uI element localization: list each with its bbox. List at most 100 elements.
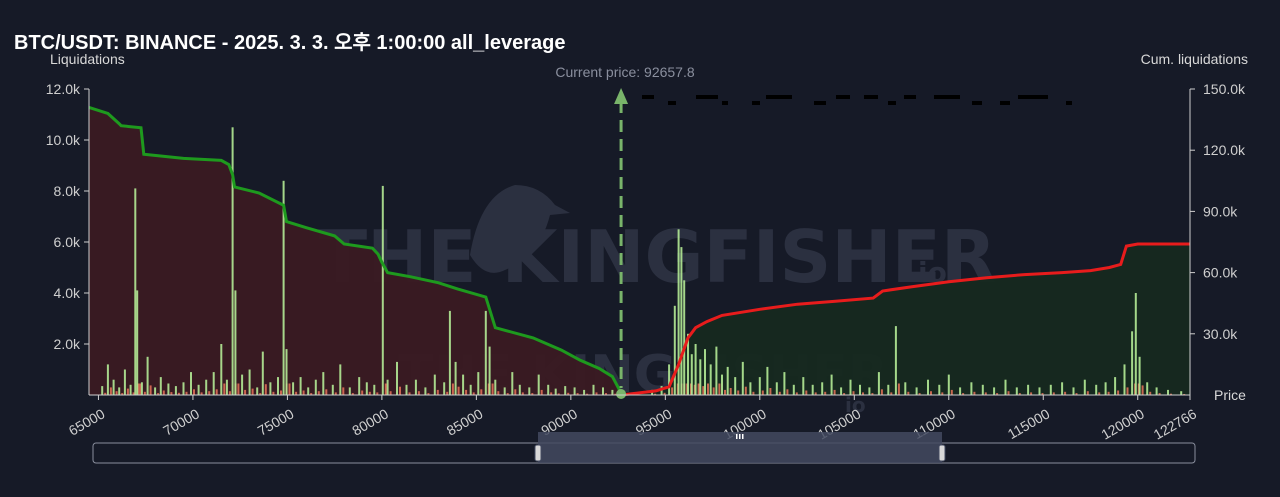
liquidation-bar-secondary <box>115 391 118 395</box>
liquidation-bar <box>381 185 384 395</box>
liquidation-bar-secondary <box>264 384 267 395</box>
liquidation-bar-secondary <box>361 390 364 395</box>
liquidation-bar-secondary <box>200 392 203 395</box>
liquidation-bar <box>677 229 680 396</box>
liquidation-bar-secondary <box>930 391 932 395</box>
liquidation-bar <box>146 356 149 396</box>
liquidation-bar-secondary <box>1007 391 1010 395</box>
y-tick-label: 12.0k <box>46 81 81 97</box>
liquidation-bar-secondary <box>557 393 560 395</box>
liquidation-bar <box>358 377 361 395</box>
liquidation-bar <box>775 382 778 396</box>
liquidation-bar <box>915 387 918 395</box>
liquidation-bar <box>758 377 761 395</box>
liquidation-bar-secondary <box>550 392 553 395</box>
left-axis-title: Liquidations <box>50 51 125 67</box>
liquidation-bar-secondary <box>1086 391 1089 395</box>
liquidation-bar-secondary <box>605 393 607 395</box>
liquidation-bar <box>112 379 115 395</box>
liquidation-bar <box>518 384 521 395</box>
liquidation-bar <box>741 361 744 395</box>
liquidation-bar-secondary <box>208 391 211 395</box>
liquidation-bar-secondary <box>890 392 893 395</box>
liquidation-bar <box>396 361 398 395</box>
liquidation-bar <box>547 384 550 395</box>
liquidation-bar-secondary <box>1064 391 1067 395</box>
liquidation-bar-secondary <box>506 393 509 395</box>
liquidation-bar <box>830 374 833 395</box>
liquidation-bar-secondary <box>185 391 188 395</box>
liquidation-bar <box>766 366 769 395</box>
liquidation-bar <box>887 384 890 395</box>
liquidation-bar-secondary <box>193 389 195 395</box>
liquidation-bar-secondary <box>237 383 240 395</box>
liquidation-bar-secondary <box>317 391 320 395</box>
liquidation-bar <box>802 377 805 395</box>
liquidation-bar-secondary <box>137 383 140 395</box>
liquidation-bar <box>1095 384 1098 395</box>
liquidation-bar-secondary <box>540 389 543 395</box>
liquidation-bar <box>690 354 693 395</box>
liquidation-bar <box>331 384 334 395</box>
liquidation-bar <box>225 379 228 395</box>
y2-tick-label: 120.0k <box>1203 142 1246 158</box>
liquidation-bar <box>154 387 157 395</box>
liquidation-bar <box>159 377 162 395</box>
liquidation-bar <box>947 374 950 395</box>
liquidation-bar-secondary <box>368 391 371 395</box>
y2-tick-label: 150.0k <box>1203 81 1246 97</box>
liquidation-bar-secondary <box>950 389 953 395</box>
liquidation-bar-secondary <box>1158 393 1161 395</box>
liquidation-bar <box>592 384 595 395</box>
liquidation-bar <box>488 346 491 395</box>
liquidation-bar-secondary <box>177 392 180 395</box>
liquidation-bar <box>792 384 795 395</box>
liquidation-bar <box>256 387 259 395</box>
liquidation-bar-secondary <box>724 389 726 395</box>
liquidation-bar <box>1038 387 1041 395</box>
range-slider[interactable] <box>92 432 1196 464</box>
liquidation-bar <box>123 369 126 395</box>
range-slider-grip-icon[interactable] <box>736 434 744 439</box>
range-slider-left-handle[interactable] <box>534 444 542 462</box>
liquidation-bar-secondary <box>778 391 781 395</box>
liquidation-bar-secondary <box>671 387 674 395</box>
liquidation-bar-secondary <box>302 390 305 395</box>
liquidation-bar-secondary <box>491 383 494 395</box>
current-price-label: Current price: 92657.8 <box>555 64 695 80</box>
liquidation-bar-secondary <box>996 393 999 395</box>
liquidation-bar-secondary <box>1075 393 1078 395</box>
liquidation-bar <box>715 346 718 395</box>
liquidation-bar-secondary <box>427 393 430 395</box>
liquidation-bar <box>583 389 586 395</box>
short-cumulative-line <box>620 242 1190 397</box>
liquidation-bar-secondary <box>654 393 657 395</box>
liquidation-bar <box>1114 377 1117 395</box>
long-cumulative-line <box>88 105 623 394</box>
range-slider-right-handle[interactable] <box>938 444 946 462</box>
liquidation-bar-secondary <box>280 390 282 395</box>
liquidation-bar-secondary <box>121 393 124 395</box>
liquidation-bar <box>673 305 676 396</box>
liquidation-bar-secondary <box>697 383 700 395</box>
liquidation-bar-secondary <box>1117 390 1120 395</box>
liquidation-bar-secondary <box>614 393 617 395</box>
liquidation-bar <box>231 127 234 396</box>
y2-tick-label: 90.0k <box>1203 203 1238 219</box>
liquidation-bar <box>140 382 143 396</box>
liquidation-bar-secondary <box>325 389 328 395</box>
liquidation-bar <box>118 387 121 395</box>
short-cumulative-area <box>621 244 1190 395</box>
liquidation-bar-secondary <box>702 386 705 395</box>
liquidation-bar-secondary <box>446 391 449 395</box>
liquidation-bar <box>1104 382 1107 396</box>
liquidation-bar <box>927 379 929 395</box>
liquidation-bar-secondary <box>1149 391 1152 395</box>
liquidation-bar <box>136 290 139 395</box>
liquidation-bar <box>339 364 342 395</box>
liquidation-bar <box>1004 379 1007 395</box>
liquidation-bar <box>469 384 472 395</box>
liquidation-bar-secondary <box>162 390 165 395</box>
liquidation-bar-secondary <box>962 393 965 395</box>
liquidation-bar-secondary <box>451 383 454 395</box>
